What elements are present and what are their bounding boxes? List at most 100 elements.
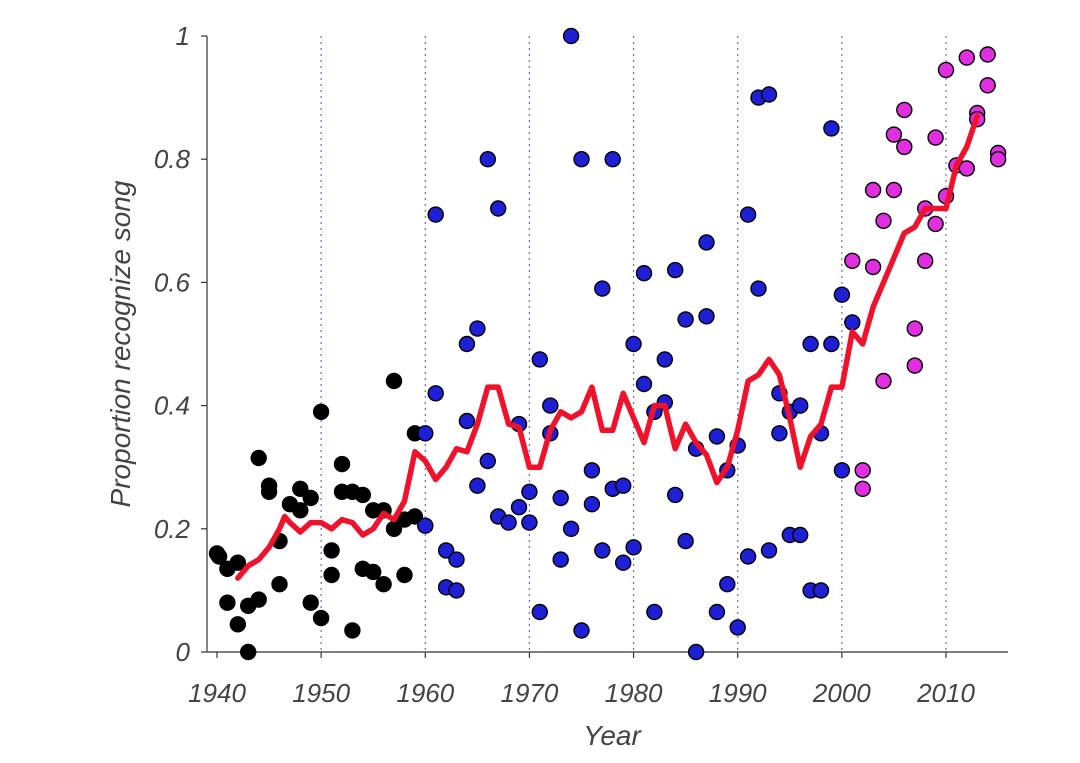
data-point bbox=[927, 129, 944, 146]
data-point bbox=[260, 483, 278, 500]
data-point bbox=[271, 576, 288, 593]
data-point bbox=[917, 252, 934, 269]
data-point bbox=[615, 477, 632, 494]
data-point bbox=[823, 120, 840, 137]
data-point bbox=[885, 126, 903, 143]
data-point bbox=[210, 548, 228, 565]
y-tick-label-3: 0.6 bbox=[154, 267, 191, 297]
y-tick-label-2: 0.4 bbox=[154, 391, 190, 421]
data-point bbox=[771, 425, 788, 442]
data-point bbox=[989, 150, 1007, 168]
data-point bbox=[490, 200, 507, 217]
data-point bbox=[531, 351, 548, 368]
data-point bbox=[323, 542, 340, 559]
data-point bbox=[427, 385, 444, 402]
y-tick-label-0: 0 bbox=[176, 637, 191, 667]
data-point bbox=[875, 212, 892, 230]
data-point bbox=[437, 542, 455, 559]
data-point bbox=[698, 234, 715, 251]
data-point bbox=[760, 542, 778, 559]
data-point bbox=[500, 514, 517, 531]
data-point bbox=[302, 594, 319, 611]
x-tick-label-2010: 2010 bbox=[916, 678, 975, 708]
data-point bbox=[521, 483, 538, 500]
data-point bbox=[792, 397, 809, 414]
data-point bbox=[625, 335, 642, 353]
data-point bbox=[875, 372, 892, 390]
data-point bbox=[677, 311, 694, 328]
data-point bbox=[292, 502, 309, 519]
x-axis-title: Year bbox=[583, 720, 642, 751]
y-tick-label-1: 0.2 bbox=[154, 514, 191, 544]
data-point bbox=[292, 480, 309, 497]
data-point bbox=[864, 258, 882, 276]
data-point bbox=[375, 576, 392, 593]
data-point bbox=[583, 496, 601, 513]
data-point bbox=[250, 591, 267, 608]
data-point bbox=[854, 462, 871, 479]
data-point bbox=[458, 335, 476, 353]
data-point bbox=[823, 335, 840, 353]
data-point bbox=[802, 335, 819, 353]
data-point bbox=[927, 215, 944, 233]
data-point bbox=[604, 150, 621, 168]
data-point bbox=[594, 542, 611, 559]
data-point bbox=[521, 514, 538, 531]
data-point bbox=[896, 101, 913, 119]
data-point bbox=[385, 372, 403, 390]
data-point bbox=[677, 532, 694, 550]
data-point bbox=[562, 27, 580, 45]
data-point bbox=[656, 351, 673, 368]
data-point bbox=[729, 619, 746, 636]
data-point bbox=[739, 206, 757, 223]
y-tick-label-4: 0.8 bbox=[154, 144, 191, 174]
data-point bbox=[479, 150, 496, 168]
data-point bbox=[448, 582, 465, 599]
trend-line-group bbox=[235, 113, 980, 581]
data-point bbox=[812, 582, 830, 599]
data-point bbox=[573, 150, 590, 168]
data-point bbox=[615, 554, 632, 571]
data-point bbox=[302, 489, 319, 507]
data-point bbox=[906, 357, 923, 374]
y-tick-label-5: 1 bbox=[176, 21, 190, 51]
data-point bbox=[417, 425, 434, 442]
x-tick-label-1940: 1940 bbox=[188, 678, 246, 708]
data-point bbox=[594, 280, 611, 297]
data-point bbox=[469, 320, 486, 337]
data-point bbox=[229, 616, 247, 633]
data-point bbox=[562, 520, 580, 537]
data-point bbox=[542, 397, 559, 414]
x-tick-label-1970: 1970 bbox=[501, 678, 559, 708]
data-point bbox=[552, 489, 569, 507]
data-point bbox=[906, 320, 923, 337]
data-point bbox=[885, 181, 903, 199]
data-point bbox=[854, 480, 871, 497]
data-point bbox=[239, 643, 257, 661]
data-point bbox=[250, 449, 267, 467]
data-point bbox=[833, 286, 851, 303]
data-point bbox=[844, 314, 861, 331]
axes bbox=[206, 36, 1008, 653]
data-point bbox=[552, 551, 569, 568]
data-point bbox=[864, 181, 882, 199]
data-point bbox=[635, 375, 653, 393]
data-point bbox=[844, 252, 861, 269]
data-point bbox=[760, 86, 778, 103]
y-axis-title: Proportion recognize song bbox=[105, 180, 136, 507]
data-point bbox=[479, 452, 496, 470]
data-point bbox=[312, 609, 330, 627]
x-tick-label-2000: 2000 bbox=[812, 678, 871, 708]
data-point bbox=[750, 280, 767, 297]
data-point bbox=[531, 603, 548, 621]
data-point bbox=[354, 486, 371, 504]
data-point bbox=[635, 265, 653, 282]
data-point bbox=[646, 603, 663, 621]
data-point bbox=[458, 412, 476, 430]
data-point bbox=[323, 566, 340, 584]
data-point bbox=[708, 603, 726, 621]
tick-labels: 1940 1950 1960 1970 1980 1990 2000 2010 0 0.2 0.4 0… bbox=[154, 21, 976, 708]
x-tick-label-1960: 1960 bbox=[396, 678, 454, 708]
data-point bbox=[667, 486, 684, 504]
x-tick-label-1980: 1980 bbox=[605, 678, 663, 708]
